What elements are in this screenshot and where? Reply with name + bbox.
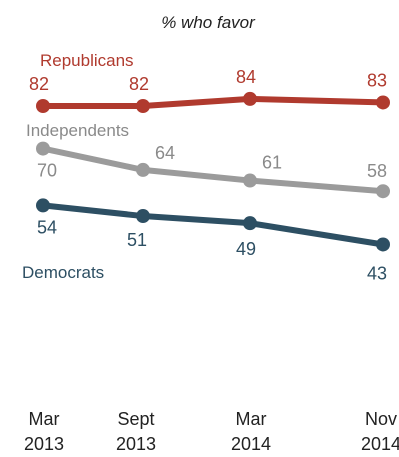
democrats-value-label: 54: [37, 217, 57, 237]
republicans-series-label: Republicans: [40, 51, 134, 70]
x-tick-label: Mar 2013: [24, 409, 64, 454]
independents-value-label: 61: [262, 153, 282, 173]
x-tick-label: Mar 2014: [231, 409, 271, 454]
x-axis: Mar 2013 Sept 2013 Mar 2014 Nov 2014: [24, 409, 399, 454]
democrats-point: [136, 209, 150, 224]
independents-value-label: 64: [155, 143, 175, 163]
series-republicans: 82 82 84 83 Republicans: [29, 51, 390, 113]
democrats-value-label: 49: [236, 239, 256, 259]
republicans-value-label: 82: [29, 74, 49, 94]
republicans-value-label: 84: [236, 67, 256, 87]
democrats-point: [243, 216, 257, 231]
independents-point: [243, 173, 257, 188]
x-tick-label: Sept 2013: [116, 409, 156, 454]
democrats-line: [40, 202, 386, 248]
democrats-point: [36, 198, 50, 213]
republicans-line: [40, 95, 386, 109]
democrats-value-label: 51: [127, 230, 147, 250]
series-democrats: 54 51 49 43 Democrats: [22, 198, 390, 283]
chart-subtitle: % who favor: [161, 13, 256, 32]
republicans-point: [243, 91, 257, 106]
independents-point: [36, 141, 50, 156]
democrats-series-label: Democrats: [22, 263, 104, 282]
republicans-point: [36, 99, 50, 113]
independents-point: [376, 184, 390, 199]
x-tick-label: Nov 2014: [361, 409, 399, 454]
democrats-point: [376, 237, 390, 252]
independents-series-label: Independents: [26, 121, 129, 140]
democrats-value-label: 43: [367, 263, 387, 283]
republicans-value-label: 82: [129, 74, 149, 94]
independents-line: [40, 145, 386, 195]
independents-point: [136, 162, 150, 177]
series-layer: 82 82 84 83 Republicans 70 64 61 58 Independents 5…: [22, 51, 390, 283]
republicans-point: [136, 99, 150, 113]
republicans-value-label: 83: [367, 70, 387, 90]
republicans-point: [376, 95, 390, 110]
series-independents: 70 64 61 58 Independents: [26, 121, 390, 199]
independents-value-label: 70: [37, 161, 57, 181]
independents-value-label: 58: [367, 161, 387, 181]
